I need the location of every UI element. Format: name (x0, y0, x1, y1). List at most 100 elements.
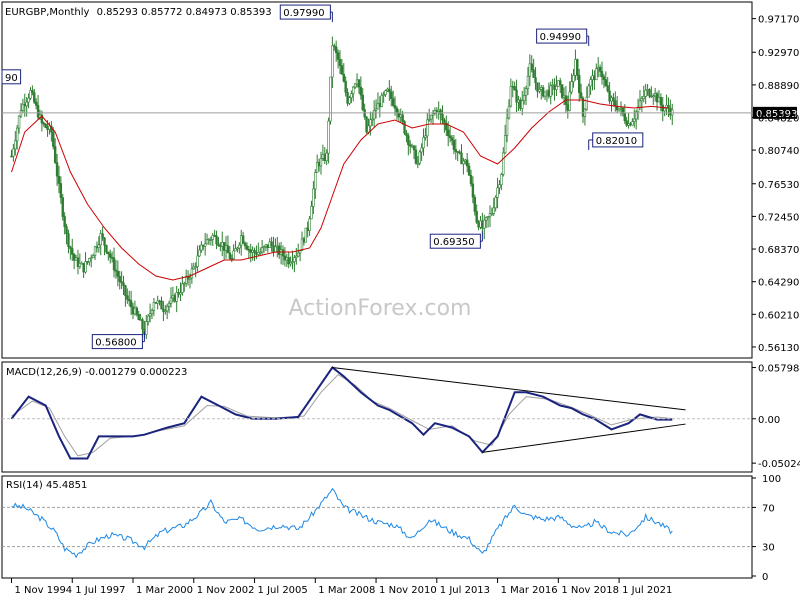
candle-body (329, 76, 332, 122)
candle-body (593, 75, 596, 81)
candle-body (393, 105, 397, 109)
candle-body (312, 188, 315, 207)
candle-body (338, 59, 342, 66)
candle-body (90, 257, 93, 260)
candle-body (509, 86, 513, 107)
candle-body (462, 160, 465, 165)
candle-body (606, 85, 609, 92)
candle-body (31, 90, 34, 93)
candle-body (655, 93, 659, 103)
candle-body (122, 282, 125, 286)
candle-body (646, 89, 649, 91)
candle-body (36, 105, 40, 118)
candle-body (200, 244, 203, 251)
candle-body (34, 101, 38, 106)
candle-body (407, 135, 410, 146)
candle-body (181, 283, 184, 293)
candle-body (619, 107, 623, 110)
candle-body (371, 118, 374, 121)
candle-body (57, 175, 61, 184)
candle-body (97, 244, 101, 249)
candle-body (74, 257, 78, 261)
candle-body (503, 135, 507, 154)
candle-body (422, 137, 425, 149)
rsi-layer: 100 70 30 0 (2, 474, 781, 583)
candle-body (481, 220, 484, 229)
candle-body (173, 295, 176, 302)
candle-body (353, 83, 357, 88)
candle-body (538, 89, 541, 92)
x-tick-label: 1 Jul 2021 (622, 585, 672, 596)
candle-body (224, 245, 228, 251)
candle-body (270, 241, 273, 246)
candle-body (264, 244, 268, 247)
candle-body (471, 183, 475, 198)
candle-body (458, 151, 461, 154)
candle-body (428, 118, 431, 121)
candle-body (211, 235, 214, 240)
candle-body (545, 89, 549, 93)
candle-body (308, 218, 311, 231)
candle-body (562, 95, 566, 98)
candle-body (644, 89, 647, 97)
candle-body (234, 248, 237, 252)
candle-body (10, 155, 13, 158)
candle-body (128, 299, 131, 302)
candle-body (409, 144, 412, 147)
candle-body (424, 135, 427, 138)
annotation-label: 0.82010 (596, 136, 637, 147)
candle-body (595, 68, 598, 81)
candle-body (306, 227, 309, 231)
candle-body (357, 79, 361, 88)
candle-body (513, 86, 516, 91)
candle-body (17, 115, 21, 129)
candle-body (642, 96, 645, 99)
candle-body (500, 174, 503, 186)
candle-body (285, 257, 289, 261)
candle-body (33, 92, 36, 103)
candle-body (203, 243, 207, 247)
candle-body (490, 213, 494, 215)
candle-body (443, 119, 446, 124)
candle-body (549, 85, 552, 97)
candle-body (467, 165, 471, 176)
candle-body (650, 95, 653, 98)
candle-body (629, 123, 632, 126)
annotation-label: 0.56800 (95, 338, 136, 349)
candle-body (410, 145, 414, 148)
candle-body (194, 266, 197, 268)
candle-body (131, 306, 135, 315)
candle-body (109, 253, 112, 258)
candle-body (598, 66, 602, 72)
candle-body (469, 175, 473, 185)
candle-body (78, 262, 82, 267)
candle-body (391, 98, 395, 106)
candle-body (623, 113, 626, 121)
candle-body (517, 99, 520, 103)
candle-body (164, 310, 167, 313)
candle-body (334, 46, 338, 54)
price-ytick-label: 0.92970 (758, 48, 799, 59)
candle-body (384, 90, 387, 95)
candle-body (460, 152, 463, 165)
macd-header: MACD(12,26,9) -0.001279 0.000223 (6, 367, 187, 378)
candle-body (327, 120, 330, 154)
candle-body (486, 216, 490, 219)
candle-body (652, 95, 655, 98)
candle-body (12, 148, 15, 157)
candle-body (21, 103, 25, 111)
macd-signal-line (11, 373, 673, 457)
candle-body (118, 276, 121, 282)
candle-body (397, 112, 401, 118)
candle-body (574, 59, 577, 76)
candle-body (42, 122, 45, 125)
candle-body (388, 88, 391, 93)
candle-body (88, 258, 91, 262)
candle-body (439, 109, 442, 115)
candle-body (310, 206, 313, 220)
candle-body (253, 250, 256, 253)
candle-body (551, 84, 554, 87)
annotation-box (1, 69, 22, 85)
